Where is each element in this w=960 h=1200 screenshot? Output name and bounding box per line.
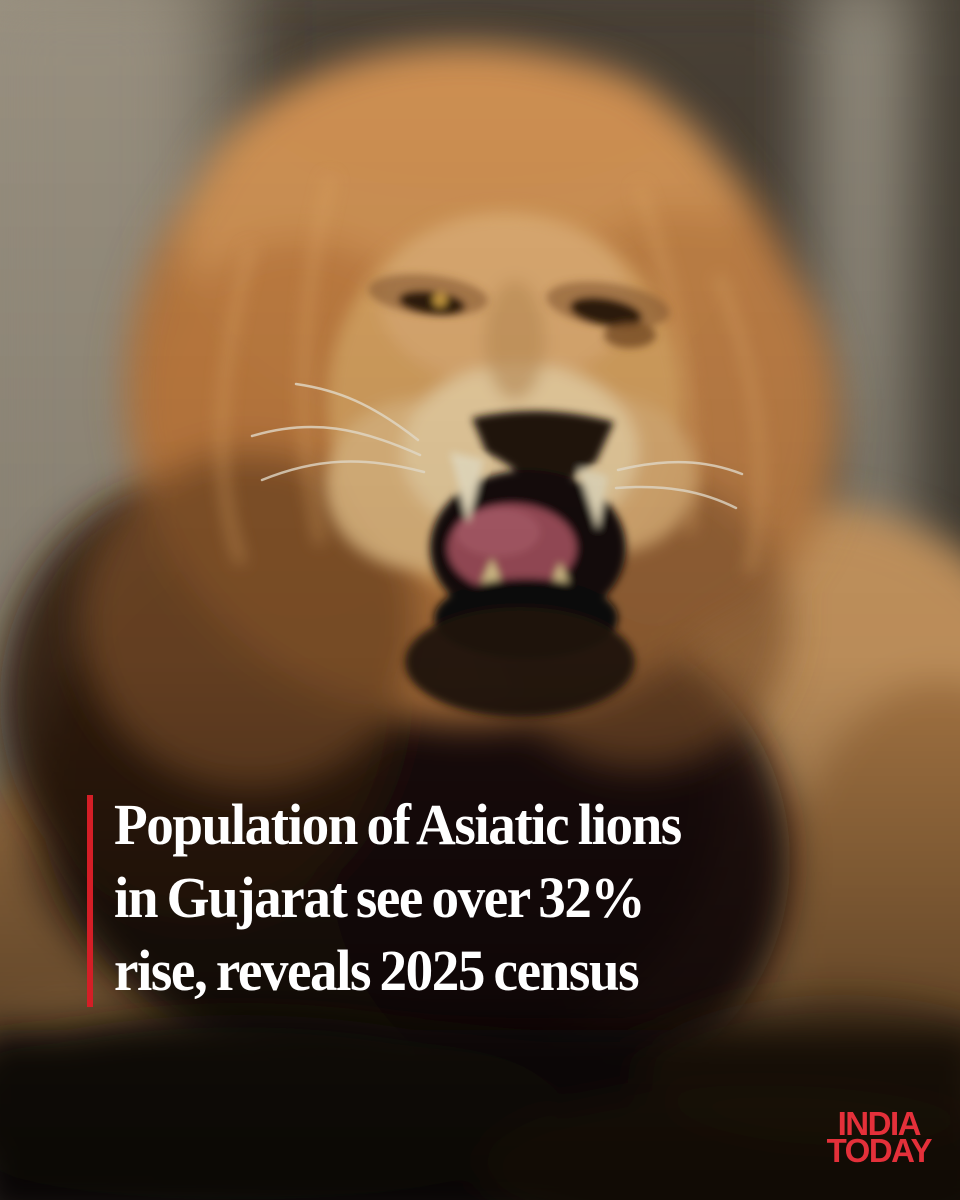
logo-line-india: INDIA xyxy=(837,1105,922,1142)
headline-accent-bar xyxy=(87,795,93,1007)
headline: Population of Asiatic lions in Gujarat s… xyxy=(114,788,855,1007)
india-today-logo: INDIA TODAY xyxy=(826,1105,933,1169)
headline-line-1: Population of Asiatic lions xyxy=(114,792,682,857)
headline-line-2: in Gujarat see over 32% xyxy=(114,865,646,930)
headline-line-3: rise, reveals 2025 census xyxy=(114,938,640,1003)
logo-line-today: TODAY xyxy=(826,1132,933,1169)
